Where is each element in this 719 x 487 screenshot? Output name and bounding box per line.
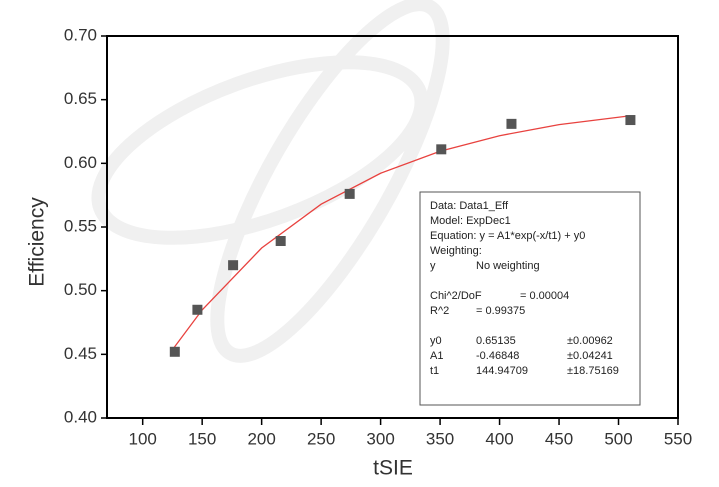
x-tick-label: 250 — [307, 429, 335, 448]
data-point — [275, 236, 286, 247]
y-tick-label: 0.45 — [64, 344, 97, 363]
fit-info-text: 0.65135 — [476, 335, 516, 347]
fit-info-text: ±0.04241 — [567, 350, 613, 362]
fit-line — [171, 115, 631, 351]
fit-info-text: A1 — [430, 350, 443, 362]
y-tick-label: 0.50 — [64, 280, 97, 299]
data-point — [169, 346, 180, 357]
data-point — [436, 144, 447, 155]
watermark — [91, 0, 450, 363]
y-tick-label: 0.65 — [64, 89, 97, 108]
x-tick-label: 300 — [366, 429, 394, 448]
fit-info-text: Equation: y = A1*exp(-x/t1) + y0 — [430, 230, 585, 242]
fit-info-text: Chi^2/DoF — [430, 290, 482, 302]
fit-info-text: Model: ExpDec1 — [430, 215, 511, 227]
y-tick-label: 0.55 — [64, 216, 97, 235]
y-tick-label: 0.70 — [64, 25, 97, 44]
fit-info-text: No weighting — [476, 260, 540, 272]
x-tick-label: 350 — [426, 429, 454, 448]
fit-info-text: Data: Data1_Eff — [430, 200, 509, 212]
data-point — [228, 260, 239, 271]
y-tick-label: 0.40 — [64, 407, 97, 426]
fit-info-text: -0.46848 — [476, 350, 519, 362]
fit-info-text: = 0.00004 — [520, 290, 569, 302]
data-point — [506, 118, 517, 129]
x-tick-label: 150 — [188, 429, 216, 448]
x-tick-label: 550 — [664, 429, 692, 448]
fit-info-text: ±18.75169 — [567, 365, 619, 377]
data-point — [625, 115, 636, 126]
fit-info-text: t1 — [430, 365, 439, 377]
x-tick-label: 200 — [247, 429, 275, 448]
x-tick-label: 450 — [545, 429, 573, 448]
fit-info-box — [419, 191, 641, 406]
x-tick-label: 100 — [129, 429, 157, 448]
fit-info-text: ±0.00962 — [567, 335, 613, 347]
y-tick-label: 0.60 — [64, 153, 97, 172]
y-axis-label: Efficiency — [26, 197, 49, 287]
data-point — [192, 304, 203, 315]
fit-info-text: Weighting: — [430, 245, 482, 257]
fit-info-text: y0 — [430, 335, 442, 347]
fit-info-text: y — [430, 260, 436, 272]
x-axis-label: tSIE — [373, 457, 413, 480]
x-tick-label: 500 — [604, 429, 632, 448]
fit-info-text: R^2 — [430, 305, 449, 317]
x-tick-label: 400 — [485, 429, 513, 448]
fit-info-text: 144.94709 — [476, 365, 528, 377]
fit-info-text: = 0.99375 — [476, 305, 525, 317]
data-point — [344, 188, 355, 199]
